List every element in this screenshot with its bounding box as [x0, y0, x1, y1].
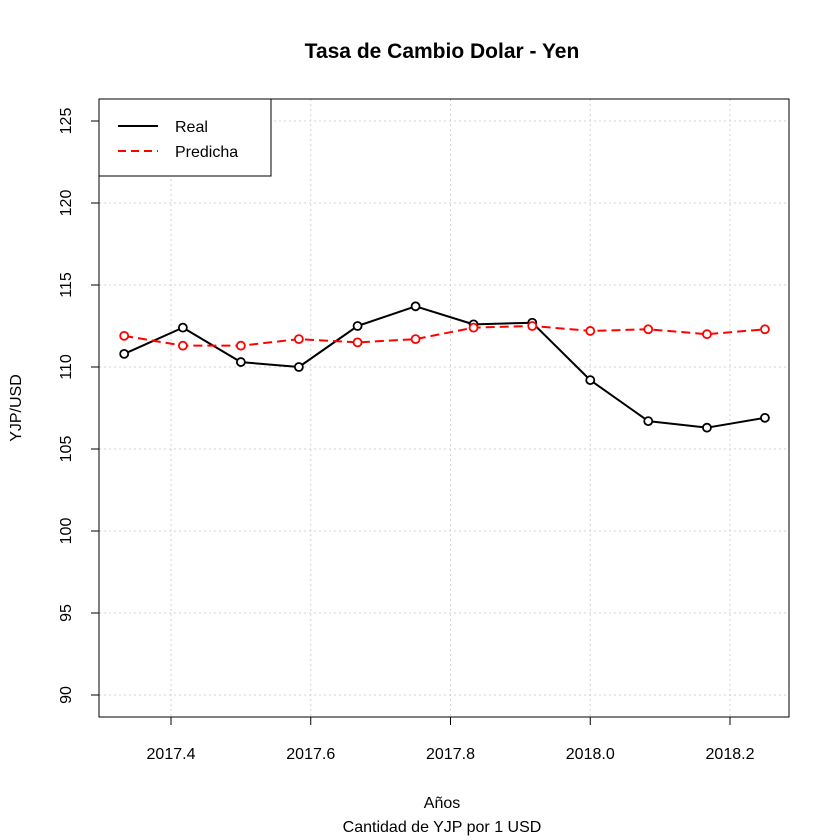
- x-tick-label: 2017.6: [286, 746, 335, 763]
- legend-label-real: Real: [175, 119, 208, 136]
- x-tick-label: 2018.0: [566, 746, 615, 763]
- y-tick-label: 95: [58, 604, 75, 622]
- y-tick-label: 120: [58, 190, 75, 217]
- y-tick-label: 100: [58, 518, 75, 545]
- legend-box: [98, 98, 272, 177]
- data-point-predicha: [527, 321, 538, 331]
- x-tick-label: 2018.2: [706, 746, 755, 763]
- series-line-real: [123, 305, 766, 429]
- data-point-predicha: [410, 334, 421, 345]
- plot-frame: [98, 98, 790, 718]
- legend-label-predicha: Predicha: [175, 144, 238, 161]
- series-line-predicha: [124, 325, 766, 347]
- data-point-predicha: [760, 324, 770, 335]
- data-point-real: [760, 412, 770, 423]
- data-point-predicha: [235, 340, 246, 351]
- x-tick-label: 2017.4: [147, 746, 196, 763]
- data-point-predicha: [585, 326, 596, 336]
- x-axis-label: Años: [424, 795, 460, 812]
- data-point-predicha: [643, 324, 654, 335]
- data-point-real: [293, 362, 304, 372]
- data-point-predicha: [468, 322, 479, 333]
- axes: 2017.4 2017.6 2017.8 2018.0 2018.2 90 95 100 105…: [58, 108, 755, 763]
- data-point-predicha: [177, 340, 188, 351]
- y-tick-label: 115: [58, 272, 75, 298]
- y-axis-label: YJP/USD: [8, 374, 25, 442]
- data-point-real: [235, 357, 246, 367]
- x-axis-sublabel: Cantidad de YJP por 1 USD: [343, 819, 542, 836]
- x-tick-label: 2017.8: [426, 746, 475, 763]
- data-point-real: [585, 375, 596, 386]
- data-point-real: [410, 301, 421, 312]
- data-point-real: [352, 321, 363, 331]
- y-tick-label: 90: [58, 686, 75, 704]
- data-point-real: [643, 416, 654, 427]
- y-tick-label: 110: [58, 354, 75, 380]
- grid: [99, 99, 789, 717]
- y-tick-label: 105: [58, 436, 75, 463]
- data-point-predicha: [702, 329, 712, 340]
- data-point-real: [702, 422, 712, 433]
- data-point-real: [177, 322, 188, 333]
- chart-title: Tasa de Cambio Dolar - Yen: [305, 40, 580, 63]
- data-point-predicha: [119, 330, 130, 341]
- data-point-real: [119, 348, 130, 359]
- y-tick-label: 125: [58, 108, 75, 135]
- data-point-predicha: [293, 334, 304, 345]
- data-point-predicha: [352, 337, 363, 348]
- legend: Real Predicha: [98, 98, 272, 177]
- series-layer: [119, 301, 770, 433]
